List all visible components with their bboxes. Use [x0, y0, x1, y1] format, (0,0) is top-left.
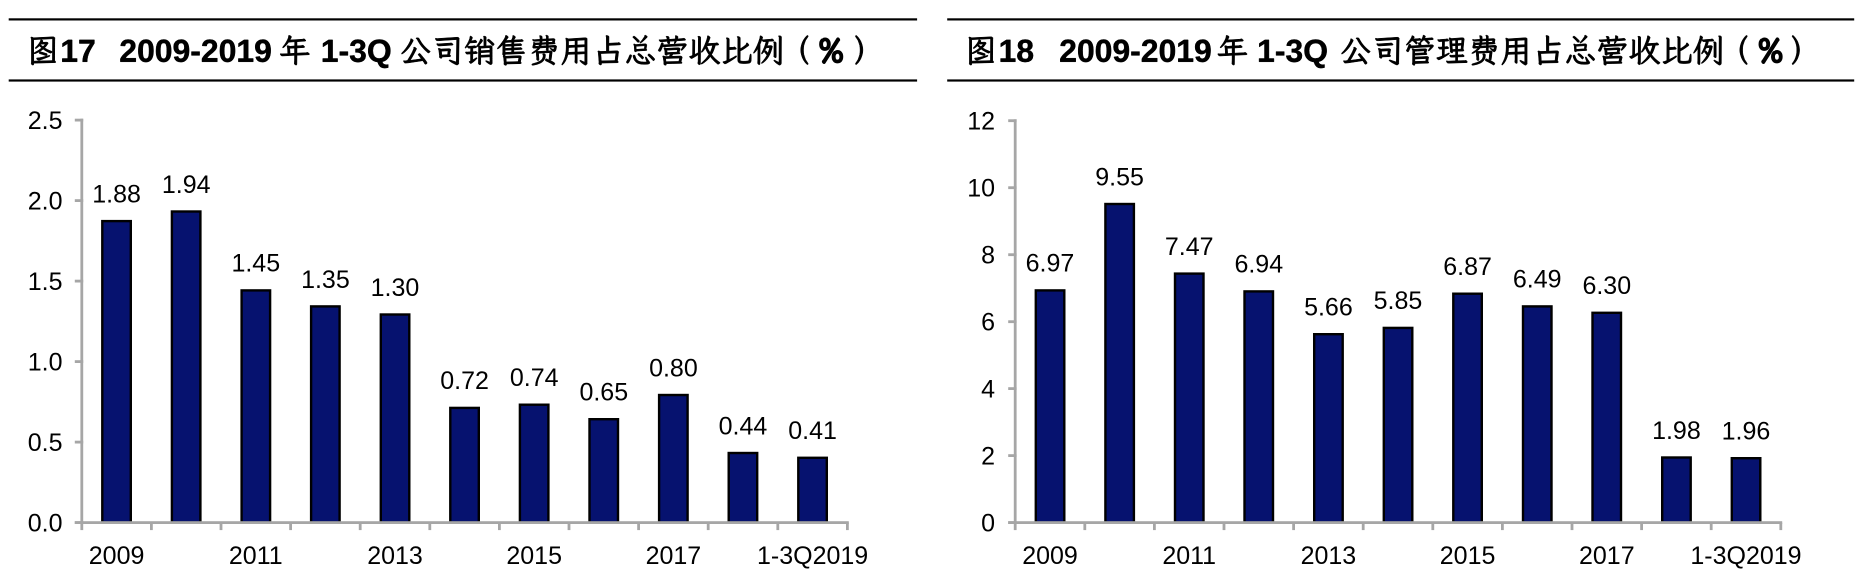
svg-text:6.49: 6.49	[1513, 266, 1562, 294]
svg-text:4: 4	[981, 375, 995, 403]
svg-text:0.72: 0.72	[440, 367, 489, 395]
svg-text:6.94: 6.94	[1234, 251, 1283, 279]
svg-text:2013: 2013	[367, 542, 423, 570]
svg-text:2015: 2015	[1440, 542, 1496, 570]
svg-text:1.30: 1.30	[371, 274, 420, 302]
svg-text:0.74: 0.74	[510, 364, 559, 392]
svg-text:1.5: 1.5	[28, 268, 63, 296]
svg-text:0.41: 0.41	[788, 417, 837, 445]
svg-text:2011: 2011	[1162, 542, 1216, 570]
svg-text:2017: 2017	[1579, 542, 1635, 570]
svg-text:0.65: 0.65	[579, 379, 628, 407]
svg-text:1.88: 1.88	[92, 180, 141, 208]
svg-text:6.30: 6.30	[1582, 272, 1631, 300]
svg-text:0.80: 0.80	[649, 354, 698, 382]
svg-text:1-3Q2019: 1-3Q2019	[1690, 542, 1801, 570]
svg-text:6.87: 6.87	[1443, 253, 1492, 281]
svg-text:2017: 2017	[646, 542, 702, 570]
svg-text:1-3Q2019: 1-3Q2019	[757, 542, 868, 570]
svg-text:12: 12	[967, 107, 995, 135]
svg-text:2009: 2009	[1022, 542, 1078, 570]
svg-text:10: 10	[967, 174, 995, 202]
svg-text:2.5: 2.5	[28, 107, 63, 135]
svg-text:0: 0	[981, 509, 995, 537]
svg-text:6.97: 6.97	[1026, 250, 1075, 278]
svg-text:2013: 2013	[1301, 542, 1357, 570]
svg-text:2009: 2009	[89, 542, 145, 570]
svg-text:2: 2	[981, 442, 995, 470]
svg-text:2.0: 2.0	[28, 187, 63, 215]
svg-text:2015: 2015	[506, 542, 562, 570]
svg-text:5.85: 5.85	[1374, 287, 1423, 315]
svg-text:1.96: 1.96	[1722, 418, 1771, 446]
svg-text:5.66: 5.66	[1304, 294, 1353, 322]
svg-text:1.0: 1.0	[28, 348, 63, 376]
svg-text:0.0: 0.0	[28, 509, 63, 537]
svg-text:7.47: 7.47	[1165, 233, 1214, 261]
svg-text:1.94: 1.94	[162, 171, 211, 199]
svg-text:1.45: 1.45	[231, 250, 280, 278]
svg-text:0.5: 0.5	[28, 429, 63, 457]
svg-text:0.44: 0.44	[719, 412, 768, 440]
svg-text:1.35: 1.35	[301, 266, 350, 294]
svg-text:9.55: 9.55	[1095, 163, 1144, 191]
svg-text:2011: 2011	[229, 542, 283, 570]
svg-text:6: 6	[981, 308, 995, 336]
svg-text:8: 8	[981, 241, 995, 269]
svg-text:1.98: 1.98	[1652, 417, 1701, 445]
